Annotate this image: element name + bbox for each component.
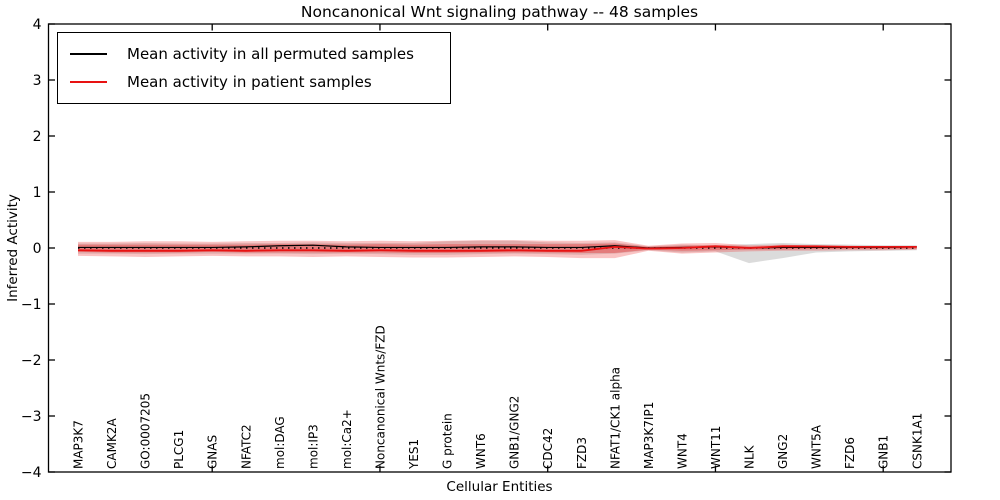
x-category-label: mol:IP3 bbox=[306, 424, 320, 469]
x-category-label: FZD6 bbox=[843, 437, 857, 469]
x-category-label: GNB1 bbox=[877, 435, 891, 469]
y-tick-label: −4 bbox=[21, 465, 42, 481]
y-tick-label: −3 bbox=[21, 409, 42, 425]
band-patient-samples-spread-outer bbox=[78, 240, 917, 259]
legend-entry-permuted: Mean activity in all permuted samples bbox=[66, 40, 450, 68]
y-tick-label: −1 bbox=[21, 297, 42, 313]
y-tick-label: 0 bbox=[33, 241, 42, 257]
x-category-label: WNT4 bbox=[675, 433, 689, 469]
x-category-label: MAP3K7 bbox=[72, 420, 86, 469]
x-category-label: NLK bbox=[743, 444, 757, 469]
x-category-label: GNB1/GNG2 bbox=[508, 396, 522, 469]
x-category-label: GNG2 bbox=[776, 434, 790, 469]
y-tick-label: 2 bbox=[33, 129, 42, 145]
x-category-label: WNT6 bbox=[474, 433, 488, 469]
y-tick-label: 4 bbox=[33, 17, 42, 33]
x-category-label: CSNK1A1 bbox=[910, 413, 924, 469]
x-category-label: NFAT1/CK1 alpha bbox=[608, 367, 622, 469]
x-category-label: CDC42 bbox=[541, 428, 555, 469]
y-tick-label: 3 bbox=[33, 73, 42, 89]
legend-entry-patient: Mean activity in patient samples bbox=[66, 68, 450, 96]
x-category-label: YES1 bbox=[407, 439, 421, 470]
y-tick-label: −2 bbox=[21, 353, 42, 369]
legend-label-permuted: Mean activity in all permuted samples bbox=[127, 45, 414, 63]
x-category-label: NFATC2 bbox=[239, 424, 253, 469]
mean-line-permuted bbox=[78, 244, 917, 249]
x-category-label: WNT11 bbox=[709, 426, 723, 469]
x-category-label: MAP3K7IP1 bbox=[642, 402, 656, 469]
x-category-label: WNT5A bbox=[810, 424, 824, 469]
x-category-label: GO:0007205 bbox=[139, 393, 153, 469]
y-tick-label: 1 bbox=[33, 185, 42, 201]
x-axis-label: Cellular Entities bbox=[446, 479, 553, 495]
x-category-label: G protein bbox=[441, 413, 455, 469]
mean-line-patient bbox=[77, 245, 917, 252]
x-category-label: mol:DAG bbox=[273, 416, 287, 469]
legend-label-patient: Mean activity in patient samples bbox=[127, 73, 372, 91]
legend: Mean activity in all permuted samples Me… bbox=[57, 32, 451, 104]
x-category-label: PLCG1 bbox=[172, 430, 186, 469]
y-axis-label: Inferred Activity bbox=[5, 194, 21, 302]
legend-line-patient bbox=[70, 81, 107, 83]
x-category-label: CAMK2A bbox=[105, 418, 119, 469]
x-category-label: mol:Ca2+ bbox=[340, 409, 354, 469]
chart-title: Noncanonical Wnt signaling pathway -- 48… bbox=[300, 3, 699, 21]
legend-line-permuted bbox=[70, 53, 107, 55]
x-category-label: FZD3 bbox=[575, 437, 589, 469]
x-category-label: Noncanonical Wnts/FZD bbox=[373, 325, 387, 469]
x-category-label: GNAS bbox=[206, 435, 220, 469]
